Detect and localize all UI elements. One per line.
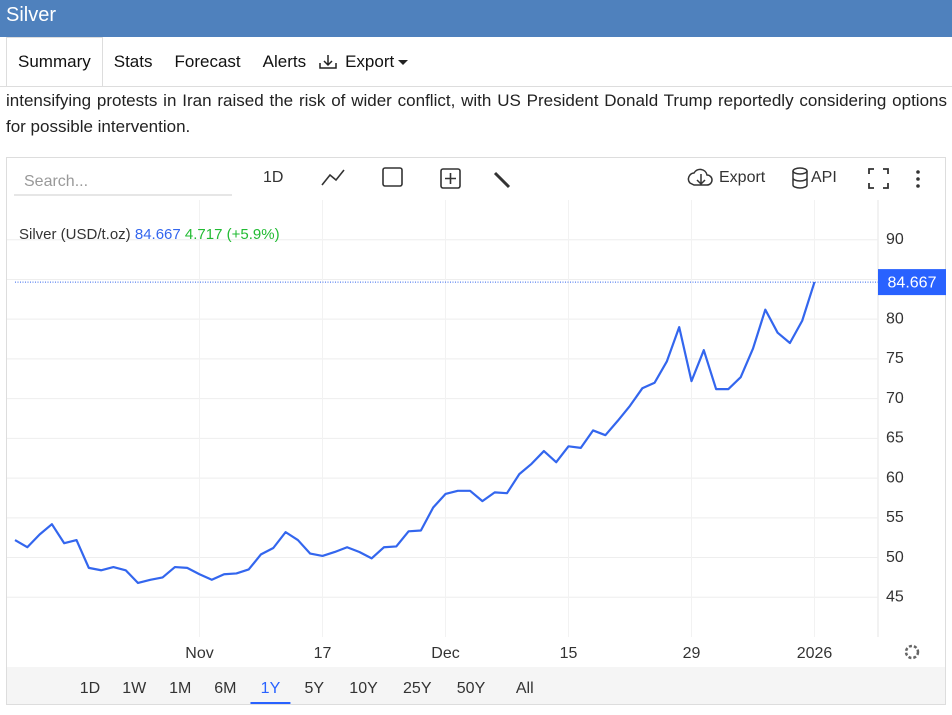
range-button[interactable]: 50Y: [457, 680, 486, 697]
api-icon-body: [792, 171, 808, 189]
menu-dot: [916, 184, 920, 188]
y-tick-label: 80: [886, 310, 904, 327]
y-tick-label: 55: [886, 509, 904, 526]
y-tick-label: 45: [886, 588, 904, 605]
tab-border: [0, 86, 952, 87]
dropdown-caret[interactable]: [398, 60, 409, 66]
legend-name: Silver (USD/t.oz): [19, 226, 131, 243]
tabs: Summary Stats Forecast Alerts Export: [6, 37, 419, 87]
settings-gear[interactable]: [904, 644, 920, 660]
api-button[interactable]: API: [811, 169, 837, 186]
x-tick-label: Dec: [431, 645, 459, 662]
export-tab-icons: [319, 55, 337, 69]
range-button[interactable]: 1D: [80, 680, 100, 697]
paragraph: intensifying protests in Iran raised the…: [6, 91, 947, 136]
y-tick-label: 60: [886, 469, 904, 486]
x-tick-label: 15: [560, 645, 578, 662]
tab[interactable]: Forecast: [174, 52, 241, 71]
interval-button[interactable]: 1D: [263, 169, 283, 186]
range-button[interactable]: 1M: [169, 680, 191, 697]
header: Silver: [0, 0, 952, 37]
calendar-icon[interactable]: [382, 167, 403, 187]
fullscreen-icon[interactable]: [868, 168, 889, 189]
range-button[interactable]: 25Y: [403, 680, 432, 697]
y-tick-label: 90: [886, 231, 904, 248]
tab[interactable]: Alerts: [262, 52, 307, 71]
range-button[interactable]: 1W: [122, 680, 147, 697]
legend-price: 84.667: [135, 226, 181, 243]
x-tick-label: Nov: [185, 645, 213, 662]
range-button[interactable]: 1Y: [261, 680, 281, 697]
x-tick-label: 2026: [797, 645, 833, 662]
y-tick-label: 50: [886, 549, 904, 566]
last-price-flag: [878, 269, 946, 296]
export-icon[interactable]: [687, 168, 713, 186]
tab[interactable]: Summary: [6, 37, 103, 87]
range-bar: [7, 667, 945, 704]
search-box[interactable]: Search...: [24, 173, 88, 190]
export-button[interactable]: Export: [719, 169, 766, 186]
range-button[interactable]: 5Y: [304, 680, 324, 697]
x-tick-label: 29: [683, 645, 701, 662]
y-tick-label: 70: [886, 390, 904, 407]
menu-dot: [916, 177, 920, 181]
chart-frame: [6, 157, 946, 705]
chart-type-icon[interactable]: [321, 169, 345, 186]
x-tick-label: 17: [314, 645, 332, 662]
last-price-label: 84.667: [888, 274, 937, 291]
grid: [7, 200, 878, 637]
legend-change: 4.717 (+5.9%): [185, 226, 280, 243]
chart: Search... 1D Export API 45 50 55 60 65 70 75 80…: [7, 167, 946, 704]
api-icon[interactable]: [792, 167, 808, 175]
range-button[interactable]: 6M: [214, 680, 236, 697]
menu-dot[interactable]: [916, 170, 920, 174]
add-icon[interactable]: [440, 168, 461, 189]
y-tick-label: 65: [886, 430, 904, 447]
tab[interactable]: Stats: [113, 52, 153, 71]
y-tick-label: 75: [886, 350, 904, 367]
legend: Silver (USD/t.oz) 84.667 4.717 (+5.9%): [19, 226, 280, 243]
range-button[interactable]: 10Y: [349, 680, 378, 697]
tab[interactable]: Export: [317, 37, 419, 87]
add-icon-plus: [445, 173, 456, 184]
settings-wrench[interactable]: [493, 171, 511, 189]
range-button[interactable]: All: [516, 680, 534, 697]
price-line: [14, 281, 816, 585]
